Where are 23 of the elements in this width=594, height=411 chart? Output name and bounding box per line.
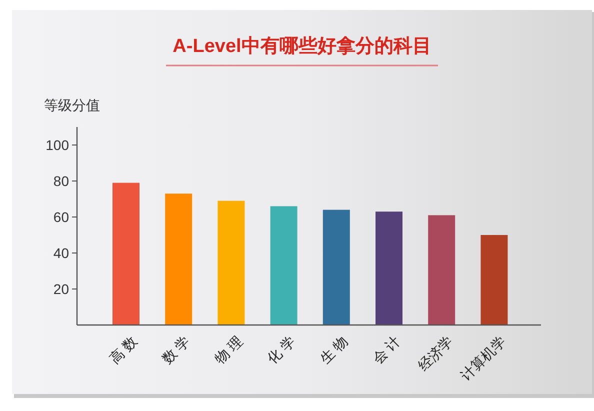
x-tick-label: 高 数 [106,332,140,367]
y-tick-label: 40 [53,245,70,261]
bar [270,206,298,325]
bar [480,235,508,325]
x-tick-label: 计算机学 [457,332,508,384]
x-tick-label: 数 学 [158,332,193,367]
x-tick-label: 经济学 [414,332,456,374]
x-tick-label: 会 计 [369,332,404,367]
x-tick-label: 生 物 [316,332,351,367]
x-tick-label: 物 理 [211,332,246,367]
bar [428,215,456,325]
x-tick-label: 化 学 [264,332,298,367]
y-tick-label: 80 [53,173,70,189]
bar [376,212,402,325]
bar [322,210,350,325]
chart-title: A-Level中有哪些好拿分的科目 [172,35,432,57]
y-tick-label: 60 [53,209,70,225]
y-axis-title: 等级分值 [44,97,100,113]
bar [112,182,140,325]
bar [165,194,192,325]
bar [218,200,245,325]
y-tick-label: 100 [46,137,70,153]
y-tick-label: 20 [53,281,70,297]
